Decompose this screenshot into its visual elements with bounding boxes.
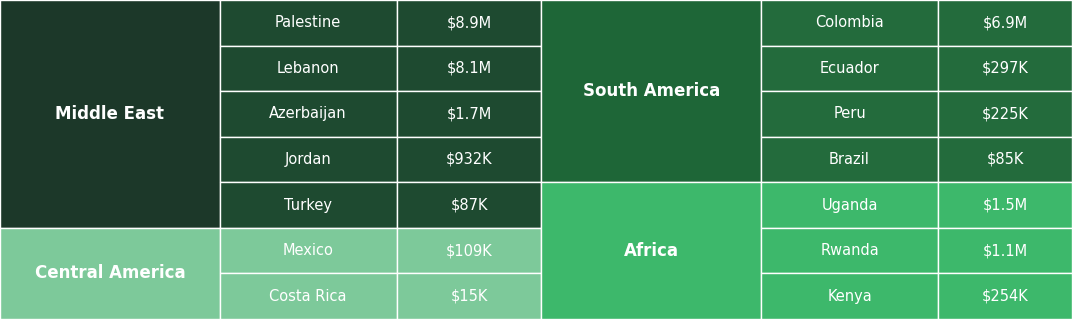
Text: $85K: $85K	[986, 152, 1024, 167]
FancyBboxPatch shape	[220, 46, 397, 91]
Text: $8.9M: $8.9M	[446, 15, 492, 30]
FancyBboxPatch shape	[938, 182, 1072, 228]
Text: $1.1M: $1.1M	[982, 243, 1028, 258]
FancyBboxPatch shape	[397, 137, 541, 182]
Text: $15K: $15K	[450, 289, 488, 304]
FancyBboxPatch shape	[938, 273, 1072, 319]
Text: $6.9M: $6.9M	[982, 15, 1028, 30]
FancyBboxPatch shape	[938, 137, 1072, 182]
Text: $932K: $932K	[446, 152, 492, 167]
Text: Africa: Africa	[624, 242, 679, 260]
FancyBboxPatch shape	[0, 0, 220, 228]
Text: Brazil: Brazil	[829, 152, 870, 167]
FancyBboxPatch shape	[761, 137, 938, 182]
FancyBboxPatch shape	[761, 228, 938, 273]
FancyBboxPatch shape	[220, 137, 397, 182]
Text: $8.1M: $8.1M	[446, 61, 492, 76]
Text: Lebanon: Lebanon	[277, 61, 340, 76]
FancyBboxPatch shape	[938, 228, 1072, 273]
Text: Uganda: Uganda	[821, 197, 878, 212]
FancyBboxPatch shape	[541, 0, 761, 182]
Text: $225K: $225K	[982, 107, 1028, 122]
FancyBboxPatch shape	[938, 0, 1072, 46]
Text: $1.5M: $1.5M	[982, 197, 1028, 212]
Text: $1.7M: $1.7M	[446, 107, 492, 122]
Text: $254K: $254K	[982, 289, 1028, 304]
Text: $87K: $87K	[450, 197, 488, 212]
FancyBboxPatch shape	[220, 228, 397, 273]
FancyBboxPatch shape	[397, 91, 541, 137]
Text: Jordan: Jordan	[285, 152, 331, 167]
Text: Peru: Peru	[833, 107, 866, 122]
FancyBboxPatch shape	[397, 228, 541, 273]
FancyBboxPatch shape	[220, 182, 397, 228]
Text: $109K: $109K	[446, 243, 492, 258]
FancyBboxPatch shape	[761, 182, 938, 228]
Text: South America: South America	[582, 82, 720, 100]
FancyBboxPatch shape	[220, 0, 397, 46]
FancyBboxPatch shape	[397, 46, 541, 91]
Text: Rwanda: Rwanda	[820, 243, 879, 258]
FancyBboxPatch shape	[220, 91, 397, 137]
FancyBboxPatch shape	[938, 91, 1072, 137]
FancyBboxPatch shape	[397, 0, 541, 46]
Text: Mexico: Mexico	[283, 243, 333, 258]
FancyBboxPatch shape	[761, 0, 938, 46]
FancyBboxPatch shape	[761, 91, 938, 137]
Text: Middle East: Middle East	[56, 105, 164, 123]
FancyBboxPatch shape	[0, 228, 220, 319]
Text: $297K: $297K	[982, 61, 1028, 76]
FancyBboxPatch shape	[397, 182, 541, 228]
Text: Ecuador: Ecuador	[820, 61, 879, 76]
FancyBboxPatch shape	[397, 273, 541, 319]
Text: Kenya: Kenya	[828, 289, 872, 304]
FancyBboxPatch shape	[938, 46, 1072, 91]
FancyBboxPatch shape	[761, 273, 938, 319]
FancyBboxPatch shape	[220, 273, 397, 319]
Text: Turkey: Turkey	[284, 197, 332, 212]
FancyBboxPatch shape	[761, 46, 938, 91]
Text: Palestine: Palestine	[276, 15, 341, 30]
Text: Colombia: Colombia	[815, 15, 884, 30]
FancyBboxPatch shape	[541, 182, 761, 319]
Text: Azerbaijan: Azerbaijan	[269, 107, 347, 122]
Text: Costa Rica: Costa Rica	[269, 289, 347, 304]
Text: Central America: Central America	[34, 264, 185, 282]
